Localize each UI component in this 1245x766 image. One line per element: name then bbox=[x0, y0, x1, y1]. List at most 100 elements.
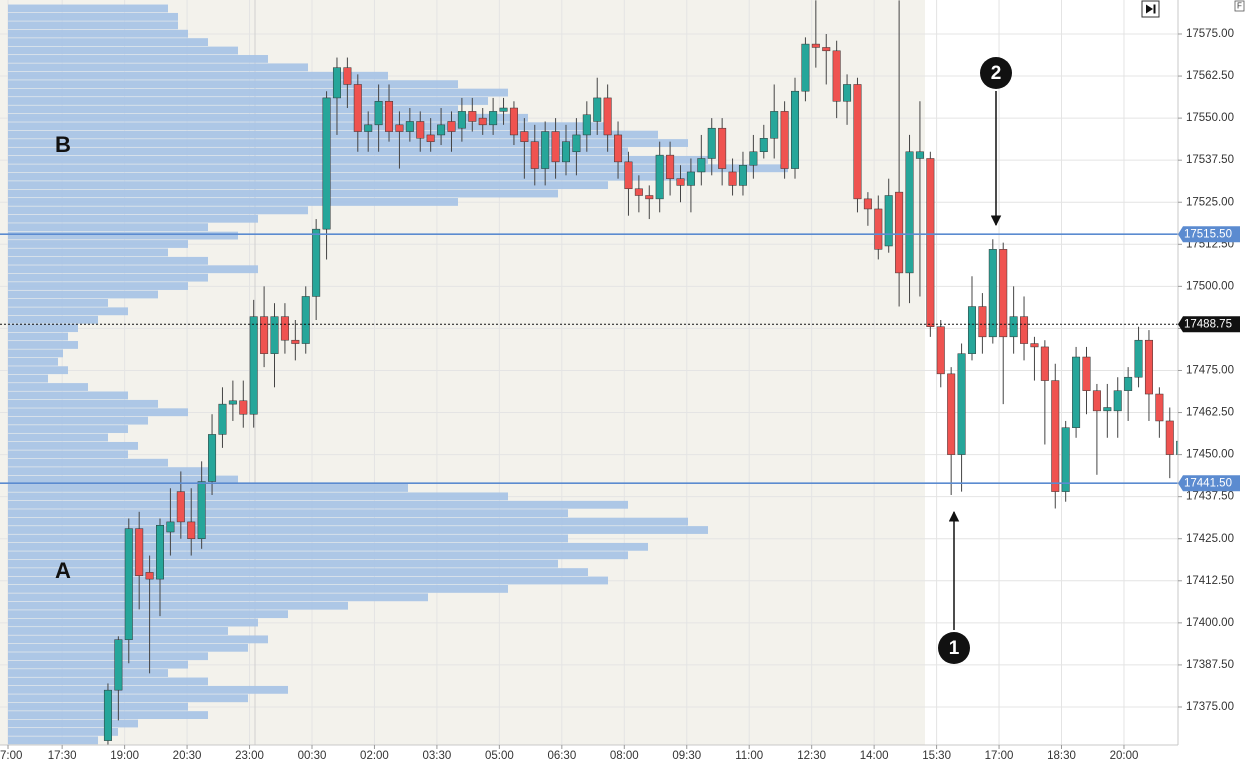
x-tick-label: 20:00 bbox=[1110, 750, 1139, 762]
candle-body bbox=[114, 639, 123, 691]
candle-body bbox=[364, 124, 373, 132]
candle-body bbox=[1134, 339, 1143, 378]
annotation-number: 1 bbox=[949, 638, 960, 659]
x-tick-label: 03:30 bbox=[423, 750, 452, 762]
volume-profile-bar bbox=[8, 55, 268, 63]
candle-body bbox=[947, 373, 956, 455]
price-level-label: 17515.50 bbox=[1184, 229, 1232, 241]
volume-profile-bar bbox=[8, 526, 708, 534]
volume-profile-bar bbox=[8, 399, 158, 408]
scroll-to-end-button[interactable] bbox=[1141, 0, 1160, 18]
candle-body bbox=[1072, 356, 1081, 428]
candle-body bbox=[478, 117, 487, 126]
candle-body bbox=[1092, 390, 1101, 412]
volume-profile-bar bbox=[8, 130, 658, 139]
volume-profile-bar bbox=[8, 685, 288, 694]
candle-body bbox=[884, 195, 893, 247]
y-tick-label: 17387.50 bbox=[1186, 659, 1234, 671]
button-icon[interactable] bbox=[1153, 4, 1156, 14]
y-tick-label: 17450.00 bbox=[1186, 449, 1234, 461]
candles bbox=[103, 0, 1178, 745]
y-tick-label: 17412.50 bbox=[1186, 575, 1234, 587]
volume-profile-bar bbox=[8, 627, 228, 635]
volume-profile-bar bbox=[8, 391, 128, 400]
candle-body bbox=[457, 111, 466, 129]
candle-body bbox=[614, 134, 623, 163]
candle-body bbox=[332, 67, 341, 99]
candle-body bbox=[603, 97, 612, 136]
volume-profile-bar bbox=[8, 728, 118, 736]
x-tick-label: 17:00 bbox=[0, 750, 22, 762]
x-tick-label: 19:00 bbox=[110, 750, 139, 762]
volume-profile-bar bbox=[8, 408, 188, 417]
candle-body bbox=[718, 127, 727, 169]
volume-profile-bar bbox=[8, 341, 78, 349]
volume-profile-bar bbox=[8, 509, 568, 518]
candle-body bbox=[395, 124, 404, 132]
candle-body bbox=[1144, 339, 1153, 395]
candle-body bbox=[1124, 376, 1133, 391]
annotation-badge bbox=[938, 632, 970, 664]
volume-profile-bar bbox=[8, 441, 138, 450]
volume-profile-bar bbox=[8, 618, 258, 627]
corner-box[interactable] bbox=[1234, 0, 1245, 12]
candle-body bbox=[645, 195, 654, 200]
candle-body bbox=[666, 154, 675, 179]
candle-body bbox=[624, 161, 633, 190]
volume-profile-bar bbox=[8, 307, 128, 316]
volume-profile-bar bbox=[8, 366, 68, 375]
x-tick-label: 06:30 bbox=[547, 750, 576, 762]
x-tick-label: 20:30 bbox=[173, 750, 202, 762]
candle-body bbox=[1020, 316, 1029, 344]
button-icon[interactable] bbox=[1146, 4, 1153, 14]
corner-label[interactable]: F bbox=[1237, 2, 1242, 11]
candle-body bbox=[437, 124, 446, 136]
volume-profile-bar bbox=[8, 433, 108, 442]
volume-profile-bar bbox=[8, 593, 428, 602]
volume-profile-bar bbox=[8, 736, 98, 745]
x-tick-label: 12:30 bbox=[797, 750, 826, 762]
y-tick-label: 17525.00 bbox=[1186, 196, 1234, 208]
volume-profile-bar bbox=[8, 669, 168, 677]
candle-body bbox=[728, 171, 737, 186]
annotation-letter: A bbox=[55, 558, 71, 583]
candle-body bbox=[811, 43, 820, 48]
volume-profile-bar bbox=[8, 584, 508, 593]
candle-body bbox=[770, 111, 779, 139]
candle-body bbox=[780, 111, 789, 169]
price-level-tag bbox=[1178, 475, 1240, 492]
volume-profile-bar bbox=[8, 248, 168, 257]
x-tick-label: 23:00 bbox=[235, 750, 264, 762]
candle-body bbox=[707, 127, 716, 159]
x-tick-label: 15:30 bbox=[922, 750, 951, 762]
y-tick-label: 17400.00 bbox=[1186, 617, 1234, 629]
candle-body bbox=[1176, 440, 1178, 455]
candle-body bbox=[520, 131, 529, 142]
y-tick-label: 17475.00 bbox=[1186, 365, 1234, 377]
candle-body bbox=[936, 326, 945, 375]
candle-body bbox=[322, 97, 331, 230]
volume-profile-bar bbox=[8, 652, 208, 661]
volume-profile-bar bbox=[8, 189, 558, 198]
volume-profile-bar bbox=[8, 198, 458, 206]
volume-profile-bar bbox=[8, 256, 208, 265]
annotation-letter: B bbox=[55, 132, 71, 157]
candle-body bbox=[499, 107, 508, 112]
volume-profile-bar bbox=[8, 635, 268, 644]
volume-profile-bar bbox=[8, 265, 258, 274]
volume-profile-bar bbox=[8, 475, 238, 484]
candle-body bbox=[655, 154, 664, 200]
candle-body bbox=[228, 400, 237, 405]
volume-profile-bar bbox=[8, 12, 178, 21]
volume-profile-bar bbox=[8, 694, 248, 703]
candle-body bbox=[593, 97, 602, 122]
volume-profile-bar bbox=[8, 223, 208, 232]
volume-profile-bar bbox=[8, 4, 168, 13]
candle-body bbox=[863, 198, 872, 210]
volume-profile-bar bbox=[8, 21, 178, 30]
volume-profile-bar bbox=[8, 719, 138, 728]
y-tick-label: 17425.00 bbox=[1186, 533, 1234, 545]
y-tick-label: 17575.00 bbox=[1186, 28, 1234, 40]
volume-profile-bar bbox=[8, 29, 188, 38]
